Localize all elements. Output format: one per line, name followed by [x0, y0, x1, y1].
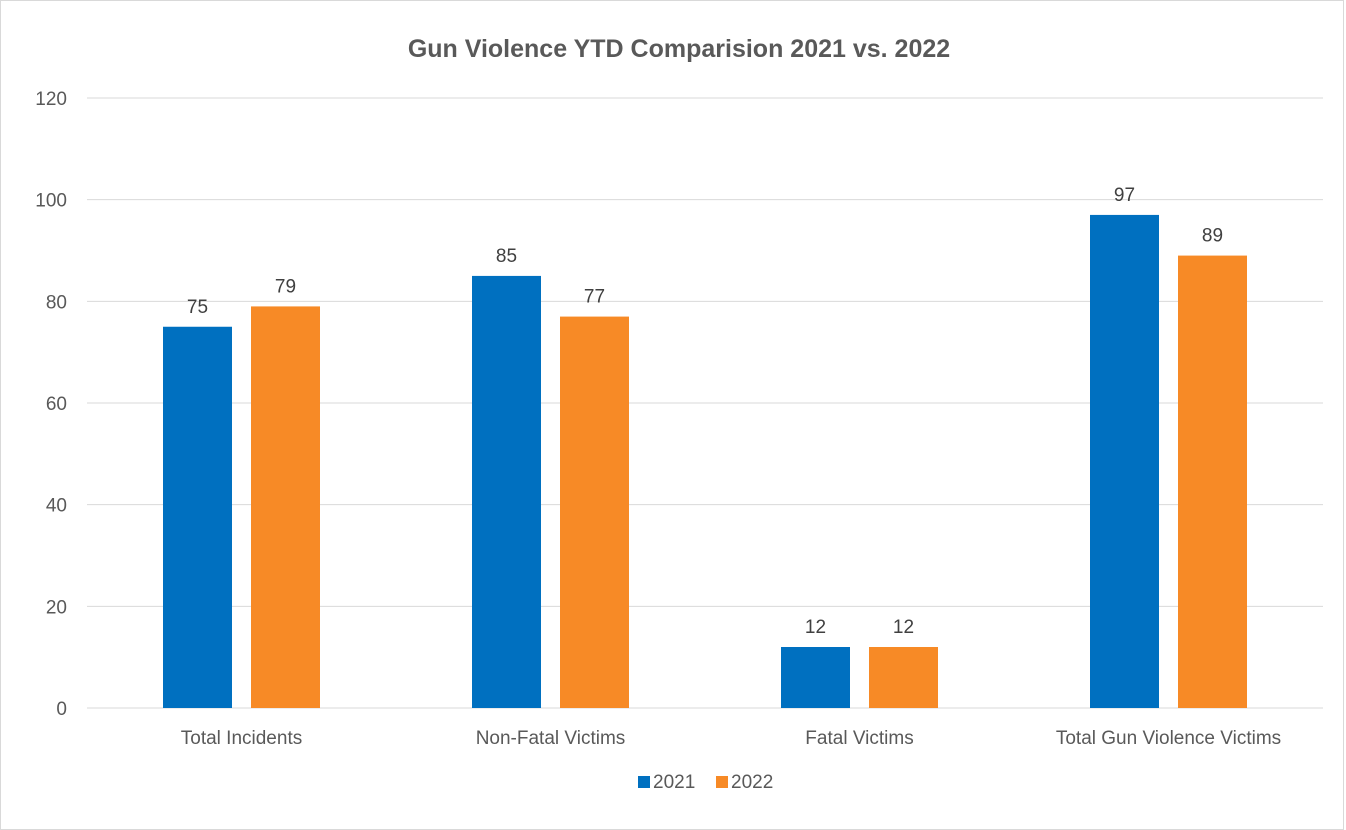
y-axis-ticks: 0 20 40 60 80 100 120 — [35, 89, 67, 720]
legend: 2021 2022 — [638, 772, 773, 793]
data-label: 12 — [893, 617, 914, 638]
bar-2021-2 — [781, 647, 850, 708]
data-label: 85 — [496, 246, 517, 267]
y-tick-label: 0 — [56, 699, 67, 720]
data-label: 89 — [1202, 226, 1223, 247]
bar-2022-3 — [1178, 255, 1247, 709]
data-label: 97 — [1114, 185, 1135, 206]
chart-title: Gun Violence YTD Comparision 2021 vs. 20… — [408, 35, 950, 63]
bar-2021-1 — [472, 275, 541, 708]
x-tick-label: Fatal Victims — [805, 728, 913, 749]
x-axis-ticks: Total Incidents Non-Fatal Victims Fatal Vi… — [181, 728, 1281, 749]
y-tick-label: 120 — [35, 89, 67, 110]
data-label: 12 — [805, 617, 826, 638]
y-tick-label: 100 — [35, 191, 67, 212]
bar-2022-1 — [560, 316, 629, 708]
y-tick-label: 20 — [46, 597, 67, 618]
data-label: 79 — [275, 276, 296, 297]
bar-2022-2 — [869, 647, 938, 708]
legend-swatch-2021 — [638, 776, 650, 788]
bar-2022-0 — [251, 306, 320, 708]
y-tick-label: 60 — [46, 394, 67, 415]
y-tick-label: 80 — [46, 292, 67, 313]
legend-swatch-2022 — [716, 776, 728, 788]
x-tick-label: Total Gun Violence Victims — [1056, 728, 1281, 749]
data-label: 75 — [187, 297, 208, 318]
legend-label: 2022 — [731, 772, 773, 793]
x-tick-label: Total Incidents — [181, 728, 302, 749]
bar-2021-0 — [163, 326, 232, 708]
y-tick-label: 40 — [46, 496, 67, 517]
bar-2021-3 — [1090, 214, 1159, 708]
data-label: 77 — [584, 287, 605, 308]
x-tick-label: Non-Fatal Victims — [476, 728, 626, 749]
bars — [163, 214, 1247, 709]
legend-label: 2021 — [653, 772, 695, 793]
data-labels: 75 79 85 77 12 12 97 89 — [187, 185, 1223, 638]
